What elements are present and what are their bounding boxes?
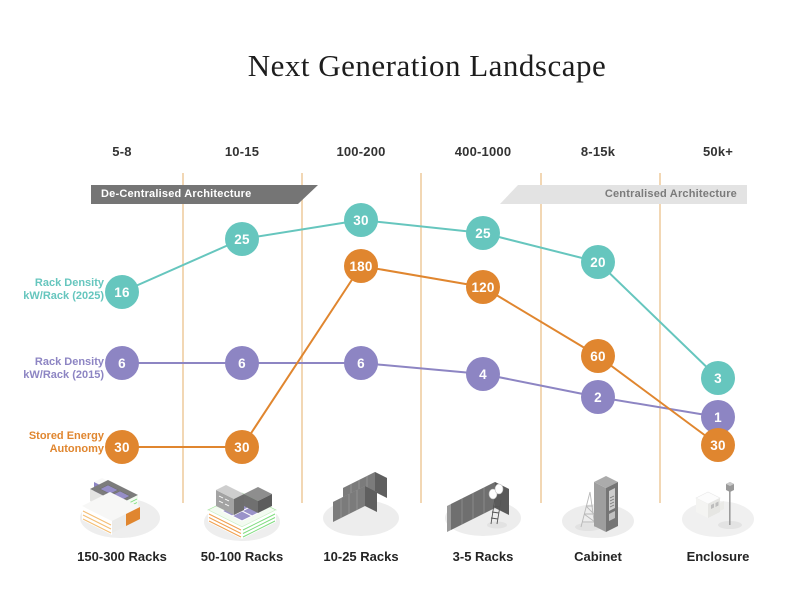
footer-item xyxy=(306,458,416,548)
data-point-rack-density-2025: 16 xyxy=(105,275,139,309)
rack-rows-icon xyxy=(323,472,399,536)
series-label-stored-energy-autonomy: Stored Energy Autonomy xyxy=(28,430,104,455)
footer-label: 3-5 Racks xyxy=(452,549,514,564)
data-point-stored-energy-autonomy: 120 xyxy=(466,270,500,304)
data-point-stored-energy-autonomy: 60 xyxy=(581,339,615,373)
column-gridline xyxy=(420,173,422,503)
column-header-1: 10-15 xyxy=(224,144,260,159)
series-label-rack-density-2025: Rack Density kW/Rack (2025) xyxy=(23,277,104,302)
rack-row-antenna-icon xyxy=(445,482,521,536)
data-point-rack-density-2015: 6 xyxy=(344,346,378,380)
cabinet-icon xyxy=(562,476,634,538)
data-point-rack-density-2015: 6 xyxy=(225,346,259,380)
data-point-rack-density-2025: 30 xyxy=(344,203,378,237)
footer-label: Enclosure xyxy=(686,549,750,564)
enclosure-icon xyxy=(682,482,754,537)
footer-label: 150-300 Racks xyxy=(77,549,167,564)
building-icon xyxy=(204,485,280,541)
data-point-stored-energy-autonomy: 30 xyxy=(701,428,735,462)
data-point-rack-density-2015: 4 xyxy=(466,357,500,391)
page-title: Next Generation Landscape xyxy=(247,48,607,83)
data-point-rack-density-2015: 2 xyxy=(581,380,615,414)
data-point-rack-density-2025: 25 xyxy=(466,216,500,250)
banner-centralised-label: Centralised Architecture xyxy=(604,188,737,200)
footer-label: 10-25 Racks xyxy=(323,549,399,564)
data-point-stored-energy-autonomy: 30 xyxy=(225,430,259,464)
data-point-rack-density-2025: 20 xyxy=(581,245,615,279)
data-point-rack-density-2025: 25 xyxy=(225,222,259,256)
data-point-stored-energy-autonomy: 30 xyxy=(105,430,139,464)
column-header-0: 5-8 xyxy=(112,144,132,159)
footer-item xyxy=(543,458,653,548)
footer-item xyxy=(187,458,297,548)
footer-item xyxy=(67,458,177,548)
footer-item xyxy=(663,458,773,548)
column-gridline xyxy=(659,173,661,503)
campus-icon xyxy=(80,478,160,538)
column-header-5: 50k+ xyxy=(702,144,734,159)
column-header-3: 400-1000 xyxy=(454,144,512,159)
banner-decentralised-label: De-Centralised Architecture xyxy=(101,188,252,200)
footer-label: Cabinet xyxy=(574,549,622,564)
column-gridline xyxy=(540,173,542,503)
banner-decentralised-architecture: De-Centralised Architecture xyxy=(91,185,318,204)
footer-item xyxy=(428,458,538,548)
column-header-2: 100-200 xyxy=(336,144,386,159)
banner-centralised-architecture: Centralised Architecture xyxy=(500,185,747,204)
series-label-rack-density-2015: Rack Density kW/Rack (2015) xyxy=(23,356,104,381)
footer-label: 50-100 Racks xyxy=(200,549,284,564)
column-header-4: 8-15k xyxy=(580,144,616,159)
data-point-rack-density-2025: 3 xyxy=(701,361,735,395)
column-gridline xyxy=(182,173,184,503)
data-point-rack-density-2015: 6 xyxy=(105,346,139,380)
column-gridline xyxy=(301,173,303,503)
data-point-stored-energy-autonomy: 180 xyxy=(344,249,378,283)
